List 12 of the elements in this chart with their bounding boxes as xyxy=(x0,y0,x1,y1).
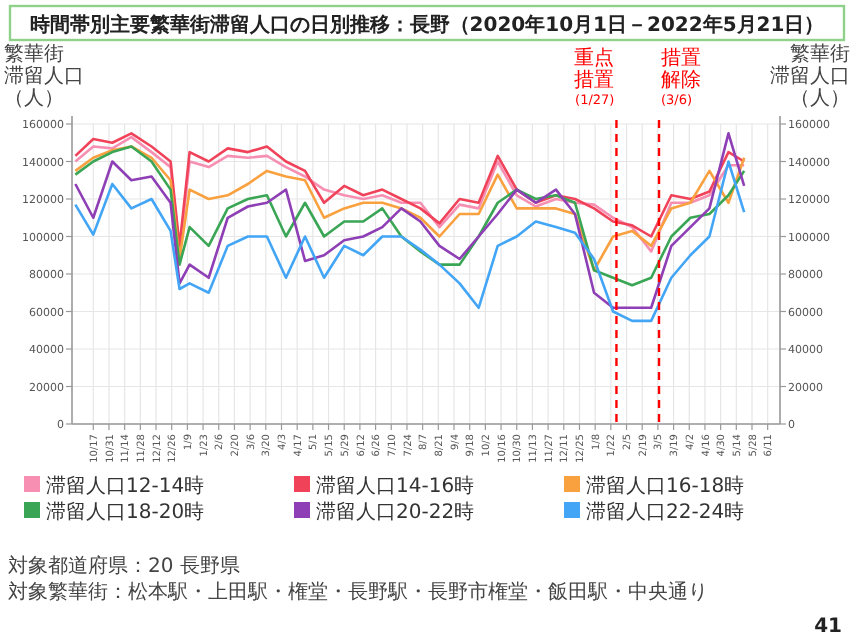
chart-title: 時間帯別主要繁華街滞留人口の日別推移：長野（2020年10月1日－2022年5月21日） xyxy=(29,13,825,37)
text: 対象都道府県：20 長野県 xyxy=(8,554,240,578)
legend-label: 滞留人口22-24時 xyxy=(586,500,745,524)
legend-label: 滞留人口18-20時 xyxy=(46,500,205,524)
legend-label: 滞留人口20-22時 xyxy=(316,500,475,524)
text: 41 xyxy=(814,616,843,638)
y2-axis-title: 繁華街滞留人口（人） xyxy=(770,42,850,110)
text: 対象繁華街：松本駅・上田駅・権堂・長野駅・長野市権堂・飯田駅・中央通り xyxy=(8,580,708,604)
legend-label: 滞留人口14-16時 xyxy=(316,474,475,498)
legend-label: 滞留人口12-14時 xyxy=(46,474,205,498)
y-axis-title: 繁華街滞留人口（人） xyxy=(4,42,84,110)
legend-label: 滞留人口16-18時 xyxy=(586,474,745,498)
